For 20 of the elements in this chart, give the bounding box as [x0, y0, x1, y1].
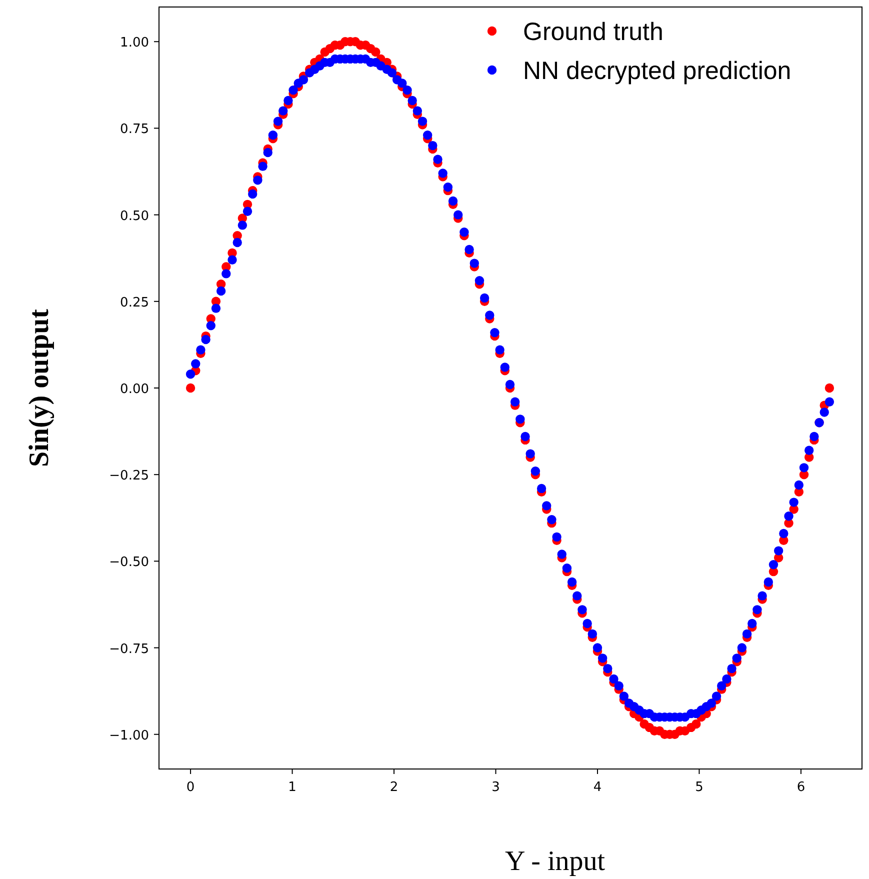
y-axis-title: Sin(y) output: [24, 308, 55, 467]
x-tick-label: 4: [593, 780, 602, 795]
y-tick-label: −0.25: [109, 468, 149, 484]
y-tick-label: 0.00: [120, 382, 149, 397]
x-tick-label: 0: [186, 780, 195, 795]
y-tick-label: 1.00: [120, 36, 149, 51]
y-tick-label: −0.75: [109, 642, 149, 657]
legend-label: NN decrypted prediction: [523, 57, 792, 85]
x-axis-title: Y - input: [504, 846, 606, 877]
x-tick-label: 3: [492, 780, 500, 795]
y-tick-label: 0.50: [120, 208, 149, 224]
y-tick-label: −1.00: [109, 728, 149, 744]
y-tick-label: 0.25: [120, 295, 149, 310]
legend-label: Ground truth: [523, 18, 664, 46]
x-tick-label: 1: [288, 780, 296, 795]
x-tick-label: 2: [390, 780, 398, 795]
x-tick-label: 5: [695, 780, 704, 795]
y-tick-label: −0.50: [109, 555, 149, 570]
y-tick-label: 0.75: [120, 122, 149, 138]
x-tick-label: 6: [796, 780, 806, 795]
